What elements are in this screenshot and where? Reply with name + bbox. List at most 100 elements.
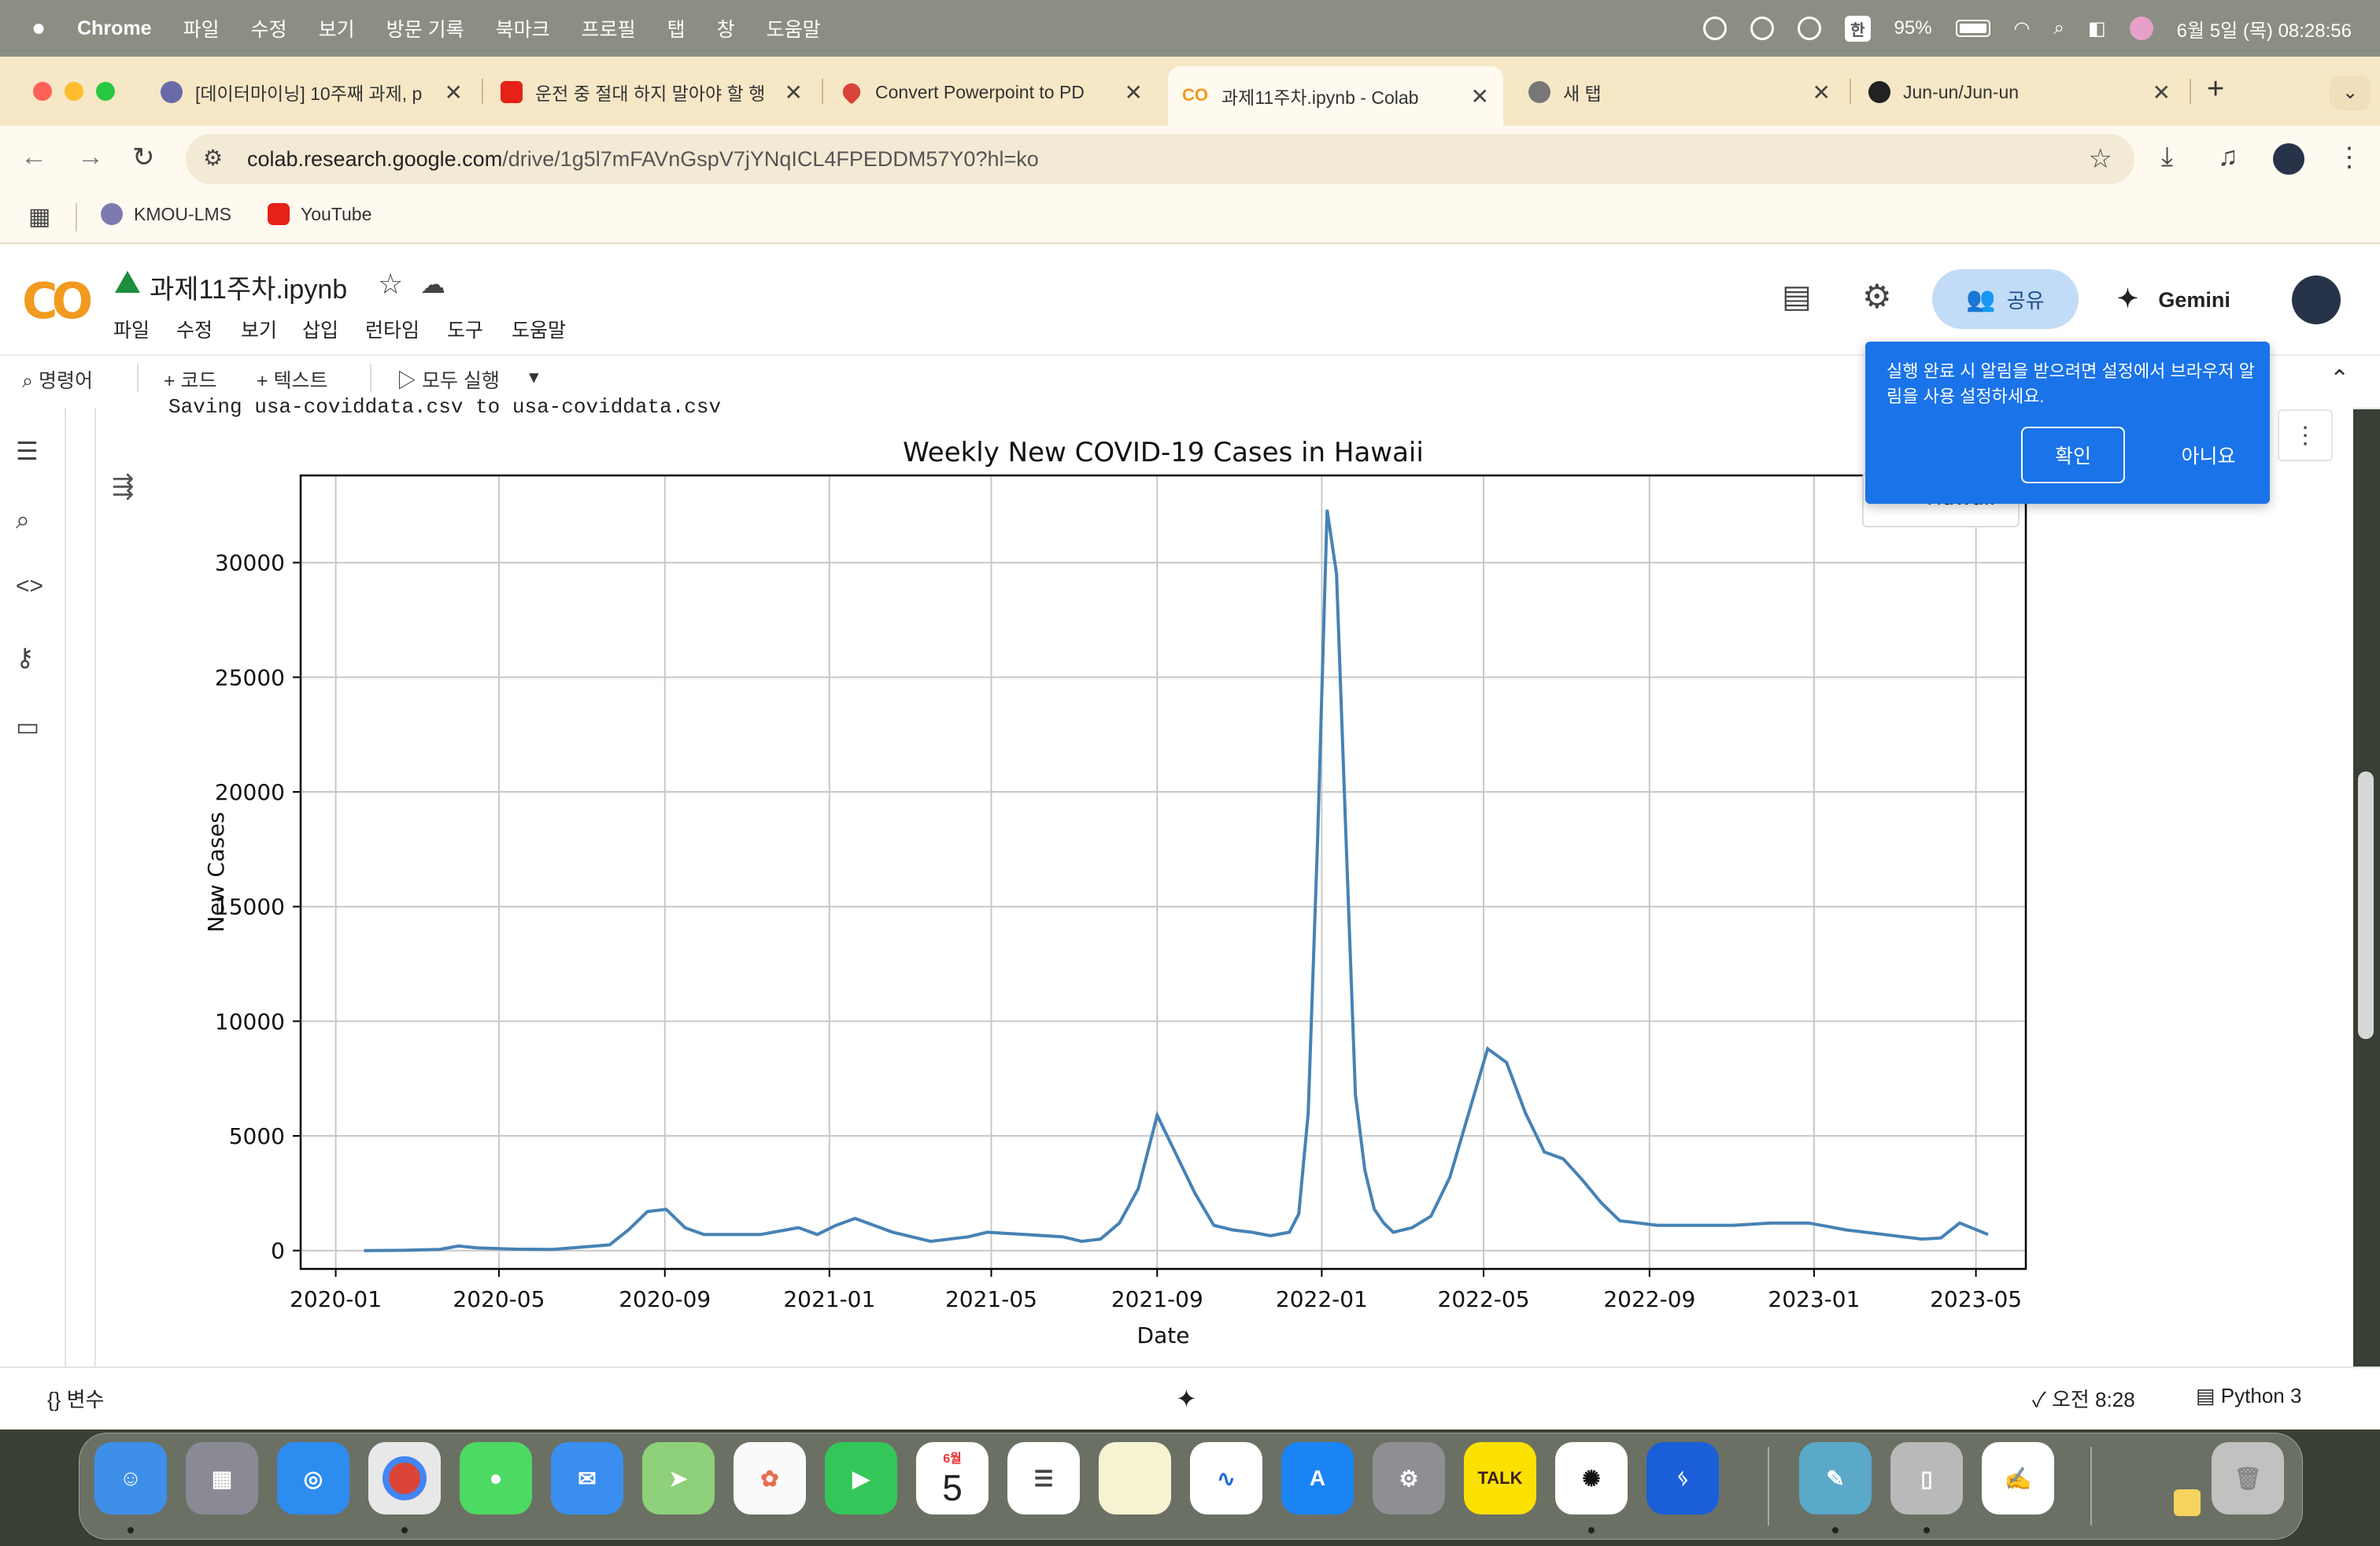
colab-menu-item[interactable]: 도움말 [512,320,567,342]
apps-grid-icon[interactable]: ▦ [28,204,51,230]
popup-confirm-button[interactable]: 확인 [2021,427,2125,483]
colab-menu-item[interactable]: 보기 [241,320,278,342]
apple-icon[interactable]: ● [31,15,46,41]
close-window-button[interactable] [33,82,52,101]
address-bar[interactable]: ⚙ colab.research.google.com/drive/1g5l7m… [186,134,2134,184]
trash-icon[interactable]: 🗑 [2212,1442,2284,1515]
bookmark-youtube[interactable]: YouTube [268,203,371,225]
freeform-icon[interactable]: ∿ [1190,1442,1262,1515]
browser-tab[interactable]: [데이터마이닝] 10주째 과제, p ✕ [146,68,477,117]
add-text-button[interactable]: + 텍스트 [257,370,328,392]
bookmark-star-icon[interactable]: ☆ [2088,144,2112,174]
close-tab-icon[interactable]: ✕ [1470,83,1489,109]
download-icon[interactable]: ⤓ [2161,142,2174,172]
bookmark-kmou[interactable]: KMOU-LMS [101,203,231,225]
menu-item[interactable]: 북마크 [495,19,550,41]
close-tab-icon[interactable]: ✕ [1124,80,1143,105]
calendar-icon[interactable]: 6월 5 [916,1442,989,1515]
messages-icon[interactable]: ● [460,1442,532,1515]
gemini-status-sparkle-icon[interactable]: ✦ [1176,1385,1197,1413]
star-icon[interactable]: ☆ [378,268,404,300]
account-avatar[interactable] [2292,276,2341,324]
command-palette-button[interactable]: ⌕ 명령어 [22,365,93,394]
script-editor-icon[interactable]: ✍ [1982,1442,2054,1515]
spotlight-search-icon[interactable]: ⌕ [2053,17,2064,39]
back-arrow-icon[interactable]: ← [20,142,47,172]
close-tab-icon[interactable]: ✕ [444,80,463,105]
downloads-stack-icon[interactable] [2174,1489,2201,1516]
menu-item[interactable]: 창 [716,19,735,41]
close-tab-icon[interactable]: ✕ [784,80,803,105]
compass-status-icon[interactable] [1750,17,1775,40]
mail-icon[interactable]: ✉ [551,1442,623,1515]
reload-icon[interactable]: ↻ [132,142,155,172]
control-center-icon[interactable]: ◧ [2087,17,2106,39]
add-code-button[interactable]: + 코드 [164,370,217,392]
collapse-chevron-up-icon[interactable]: ⌃ [2330,366,2350,392]
menu-item[interactable]: 탭 [667,19,686,41]
chrome-menu-icon[interactable]: ⋮ [2336,142,2363,172]
photos-icon[interactable]: ✿ [734,1442,806,1515]
forward-arrow-icon[interactable]: → [77,142,104,172]
battery-icon[interactable] [1955,20,1990,37]
finder-icon[interactable]: ☺ [94,1442,167,1515]
new-tab-button[interactable]: + [2207,72,2225,105]
close-tab-icon[interactable]: ✕ [2152,80,2171,105]
tab-search-chevron-icon[interactable]: ⌄ [2330,76,2371,110]
table-of-contents-icon[interactable]: ☰ [16,437,39,465]
share-button[interactable]: 👥 공유 [1932,269,2079,329]
launchpad-icon[interactable]: ▦ [186,1442,258,1515]
browser-tab[interactable]: Convert Powerpoint to PD ✕ [826,68,1157,117]
run-all-button[interactable]: ▷ 모두 실행 [397,370,500,392]
vertical-scrollbar[interactable] [2358,771,2374,1039]
close-tab-icon[interactable]: ✕ [1812,80,1831,105]
chatgpt-icon[interactable]: ✺ [1555,1442,1628,1515]
cell-more-options-icon[interactable]: ⋮ [2278,409,2333,461]
browser-tab[interactable]: 새 탭 ✕ [1514,68,1845,117]
settings-gear-icon[interactable]: ⚙ [1862,278,1892,315]
colab-menu-item[interactable]: 파일 [113,320,150,342]
menubar-clock[interactable]: 6월 5일 (목) 08:28:56 [2176,20,2352,42]
site-info-icon[interactable]: ⚙ [203,146,224,170]
menu-app-name[interactable]: Chrome [77,17,152,39]
colab-menu-item[interactable]: 런타임 [365,320,420,342]
colab-menu-item[interactable]: 삽입 [302,320,339,342]
app-store-icon[interactable]: A [1281,1442,1354,1515]
files-folder-icon[interactable]: ▭ [16,712,40,741]
secrets-key-icon[interactable]: ⚷ [16,643,35,671]
browser-tab[interactable]: Jun-un/Jun-un ✕ [1854,68,2185,117]
popup-decline-button[interactable]: 아니요 [2181,446,2236,468]
input-method-indicator[interactable]: 한 [1845,15,1871,42]
run-all-dropdown-icon[interactable]: ▾ [529,366,539,388]
menu-item[interactable]: 프로필 [581,19,636,41]
menu-item[interactable]: 파일 [183,19,220,41]
cleaner-app-icon[interactable]: ✎ [1799,1442,1872,1515]
url-text[interactable]: colab.research.google.com/drive/1g5l7mFA… [247,147,1039,172]
zoom-window-button[interactable] [96,82,115,101]
menu-item[interactable]: 도움말 [766,19,821,41]
comment-icon[interactable]: ▤ [1782,279,1812,314]
iphone-mirroring-icon[interactable]: ▯ [1890,1442,1963,1515]
bluesky-icon[interactable]: ᛃ [1646,1442,1719,1515]
system-settings-icon[interactable]: ⚙ [1373,1442,1445,1515]
play-status-icon[interactable] [1798,17,1822,40]
colab-menu-item[interactable]: 수정 [176,320,213,342]
facetime-icon[interactable]: ▶ [825,1442,897,1515]
colab-menu-item[interactable]: 도구 [447,320,484,342]
gemini-button[interactable]: ✦ Gemini [2117,283,2230,313]
notebook-title[interactable]: 과제11주차.ipynb [150,275,348,305]
profile-avatar[interactable] [2273,143,2304,175]
browser-tab[interactable]: 운전 중 절대 하지 말아야 할 행 ✕ [486,68,817,117]
notes-icon[interactable] [1099,1442,1171,1515]
find-replace-icon[interactable]: ⌕ [16,505,30,534]
menu-item[interactable]: 수정 [250,19,287,41]
colab-logo[interactable]: CO [22,272,93,330]
safari-icon[interactable]: ◎ [277,1442,349,1515]
google-drive-icon[interactable] [115,271,140,293]
chatgpt-status-icon[interactable] [1703,17,1728,40]
code-snippets-icon[interactable]: <> [16,573,44,599]
wifi-icon[interactable]: ◠ [2013,17,2031,39]
output-actions-icon[interactable]: ⇶ [112,472,135,501]
menu-item[interactable]: 방문 기록 [386,19,464,41]
runtime-indicator[interactable]: ▤ Python 3 [2196,1384,2301,1408]
